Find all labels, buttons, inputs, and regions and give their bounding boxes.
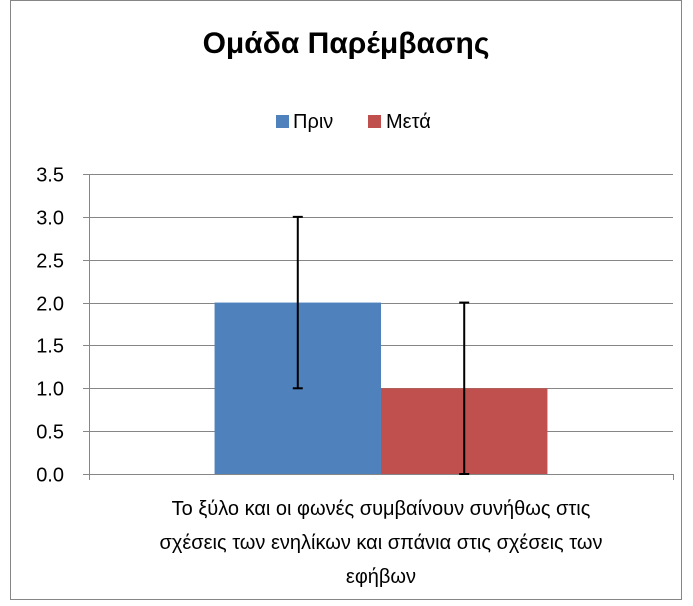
y-tick-label: 0.0 [36,465,64,487]
y-axis: 0.0 0.5 1.0 1.5 2.0 2.5 3.0 3.5 [36,165,674,487]
legend: Πριν Μετά [276,111,431,133]
y-tick-label: 2.5 [36,251,64,273]
y-tick-label: 2.0 [36,294,64,316]
legend-label-after: Μετά [386,111,431,133]
legend-label-before: Πριν [293,111,333,133]
x-axis-category-label: Το ξύλο και οι φωνές συμβαίνουν συνήθως … [160,498,603,588]
legend-swatch-before [276,115,289,128]
y-tick-label: 3.0 [36,208,64,230]
category-label-line-3: εφήβων [346,566,416,588]
chart-border [10,0,682,600]
y-tick-label: 1.0 [36,379,64,401]
y-tick-label: 3.5 [36,165,64,187]
category-label-line-2: σχέσεις των ενηλίκων και σπάνια στις σχέ… [160,532,603,554]
chart-title: Ομάδα Παρέμβασης [203,27,490,60]
error-bars [292,215,470,475]
y-tick-label: 1.5 [36,336,64,358]
y-tick-label: 0.5 [36,422,64,444]
category-label-line-1: Το ξύλο και οι φωνές συμβαίνουν συνήθως … [172,498,591,520]
legend-swatch-after [368,115,381,128]
